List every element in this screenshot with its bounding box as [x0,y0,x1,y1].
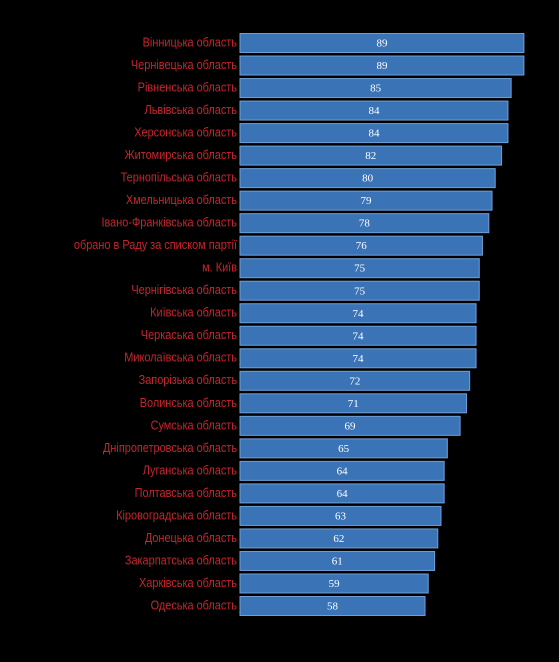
category-label: Рівненська область [138,80,237,95]
bar [239,596,426,616]
bar [239,190,493,211]
bar [239,505,442,526]
value-label: 64 [337,465,349,477]
bar [239,78,512,99]
category-label: Луганська область [143,462,237,477]
value-label: 62 [333,533,344,545]
bar [239,280,480,301]
value-label: 65 [338,443,350,455]
bar [239,235,483,256]
value-label: 82 [365,150,376,162]
category-label: Херсонська область [134,125,237,140]
value-label: 75 [354,263,366,275]
bar [239,528,439,549]
category-label: Хмельницька область [126,192,237,207]
bar [239,438,448,459]
category-label: Львівська область [145,102,237,117]
value-label: 74 [353,353,365,365]
bar [239,33,525,53]
category-label: Дніпропетровська область [103,440,237,455]
bar [239,325,477,346]
category-label: Житомирська область [125,147,237,162]
value-label: 89 [376,60,388,72]
category-label: Закарпатська область [125,552,237,567]
category-label: Харківська область [139,575,237,590]
category-label: Миколаївська область [124,350,237,365]
value-label: 84 [368,105,380,117]
category-label: Донецька область [145,530,237,545]
bar [239,415,461,436]
value-label: 80 [362,173,374,185]
category-label: Черкаська область [141,327,237,342]
bar [239,460,445,481]
category-label: Вінницька область [143,35,237,50]
bar [239,100,509,121]
bar [239,483,445,504]
bar [239,573,429,594]
value-label: 85 [370,83,382,95]
category-label: Чернігівська область [131,282,237,297]
value-label: 89 [376,38,388,50]
value-label: 84 [368,128,380,140]
value-label: 63 [335,510,347,522]
category-label: Волинська область [140,395,237,410]
value-label: 75 [354,285,366,297]
category-label: Кіровоградська область [116,507,237,522]
value-label: 76 [356,240,368,252]
value-label: 74 [353,330,365,342]
bar [239,168,496,189]
category-label: Київська область [150,305,237,320]
value-label: 58 [327,601,339,613]
value-label: 79 [361,195,373,207]
bar [239,348,477,369]
value-label: 64 [337,488,349,500]
value-label: 71 [348,398,359,410]
value-label: 59 [329,578,341,590]
bar [239,123,509,144]
category-label: Запорізька область [139,372,237,387]
value-label: 74 [353,308,365,320]
category-label: Одеська область [151,598,237,613]
category-label: Полтавська область [135,485,237,500]
value-label: 61 [332,555,343,567]
category-label: Тернопільська область [121,170,237,185]
bar [239,213,490,234]
category-label: Чернівецька область [131,57,237,72]
category-label: Сумська область [151,417,237,432]
category-label: м. Київ [202,260,237,275]
bar [239,55,525,76]
value-label: 72 [349,375,360,387]
bar [239,370,471,391]
bar [239,303,477,324]
category-label: обрано в Раду за списком партії [74,237,238,252]
value-label: 78 [359,218,371,230]
value-label: 69 [345,420,357,432]
bar [239,393,467,414]
category-label: Івано-Франківська область [101,215,237,230]
bar [239,550,436,571]
bar [239,258,480,279]
bar [239,145,503,166]
